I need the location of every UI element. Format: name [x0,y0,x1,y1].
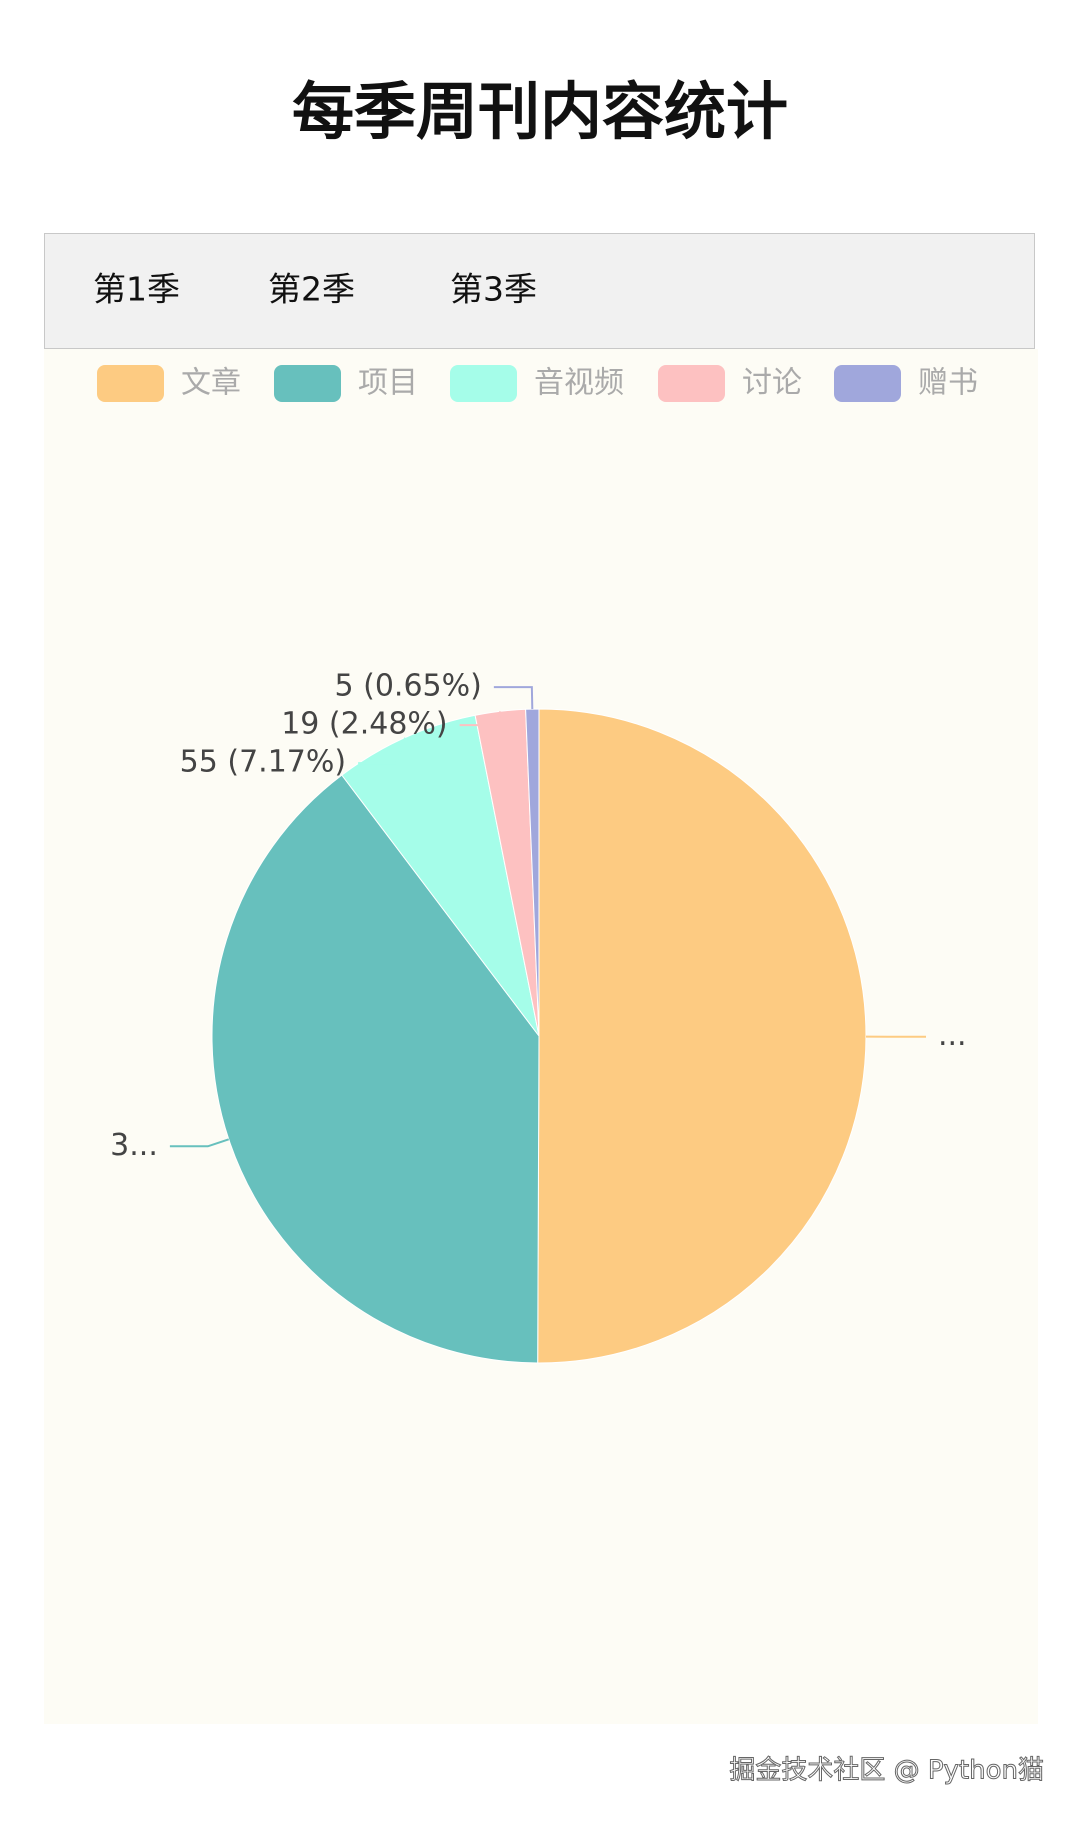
page-title: 每季周刊内容统计 [292,75,788,148]
season-tab[interactable]: 第2季 [268,270,355,309]
legend-label[interactable]: 讨论 [742,366,802,401]
legend-swatch[interactable] [450,365,517,402]
pie-slice [537,708,866,1364]
legend-label[interactable]: 赠书 [918,366,978,401]
label-line [358,737,407,765]
tab-bar [44,233,1035,349]
legend-swatch[interactable] [658,365,725,402]
legend-label[interactable]: 项目 [358,366,418,401]
label-line [169,1138,230,1148]
legend-swatch[interactable] [97,365,164,402]
watermark: 掘金技术社区 @ Python猫 [729,1756,1044,1786]
legend-swatch[interactable] [834,365,901,402]
pie-slice [211,774,540,1364]
legend-label[interactable]: 文章 [181,366,241,401]
season-tab[interactable]: 第1季 [93,270,180,309]
legend-label[interactable]: 音视频 [534,366,624,401]
legend-swatch[interactable] [274,365,341,402]
data-label: ... [938,1018,967,1053]
data-label: 19 (2.48%) [281,707,447,742]
label-line [459,711,502,727]
data-label: 55 (7.17%) [180,745,346,780]
season-tab[interactable]: 第3季 [450,270,537,309]
data-label: 3... [110,1128,158,1163]
label-line [493,686,534,710]
data-label: 5 (0.65%) [335,669,482,704]
